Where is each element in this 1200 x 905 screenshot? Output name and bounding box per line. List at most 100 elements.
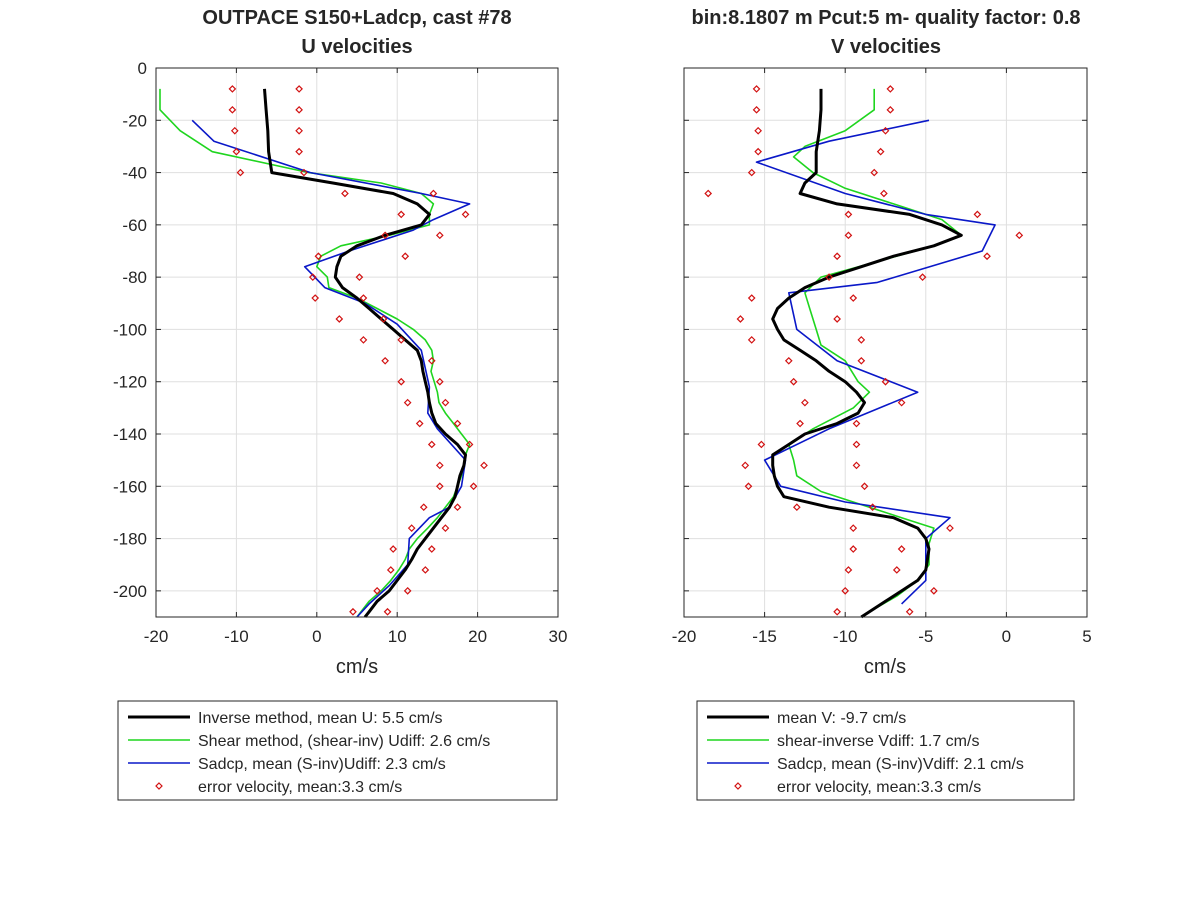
axes-box: [155, 67, 559, 618]
legend-label: shear-inverse Vdiff: 1.7 cm/s: [777, 733, 979, 750]
error-velocity-point: [308, 273, 317, 281]
legend: mean V: -9.7 cm/s shear-inverse Vdiff: 1.…: [696, 700, 1075, 801]
error-velocity-point: [897, 545, 906, 553]
error-velocity-point: [918, 273, 927, 281]
x-tick-label: -10: [224, 627, 249, 646]
chart-title: bin:8.1807 m Pcut:5 m- quality factor: 0…: [692, 7, 1081, 29]
error-velocity-point: [870, 168, 879, 177]
error-velocity-point: [825, 273, 833, 281]
series-layer: [159, 85, 488, 618]
error-velocity-point: [379, 315, 388, 323]
error-velocity-point: [427, 545, 436, 553]
error-velocity-point: [397, 336, 406, 344]
x-tick-label: -15: [752, 627, 777, 646]
chart-subtitle: V velocities: [831, 36, 941, 58]
plot-area: [684, 68, 1087, 617]
error-velocity-point: [355, 273, 364, 281]
legend-label: error velocity, mean:3.3 cm/s: [777, 779, 981, 796]
error-velocity-point: [349, 607, 357, 616]
tick-layer: -20 -10 0 10 20 300-20-40-60-80-100-120-140-1…: [113, 59, 567, 646]
y-tick-label: -120: [113, 373, 147, 392]
error-velocity-point: [892, 566, 901, 574]
y-tick-label: -40: [122, 164, 147, 183]
error-velocity-point: [429, 189, 438, 198]
error-velocity-point: [876, 147, 885, 156]
y-tick-label: -180: [113, 530, 147, 549]
error-velocity-point: [946, 524, 954, 532]
legend-box: [117, 700, 558, 801]
x-tick-label: -20: [672, 627, 697, 646]
legend-marker: [155, 782, 163, 790]
error-velocity-point: [849, 545, 858, 553]
error-velocity-point: [880, 189, 888, 198]
error-velocity-point: [314, 252, 323, 261]
error-velocity-point: [236, 168, 245, 177]
error-velocity-point: [480, 461, 488, 470]
error-velocity-point: [741, 461, 750, 470]
error-velocity-point: [833, 252, 841, 261]
error-velocity-point: [844, 231, 853, 240]
legend-label: error velocity, mean:3.3 cm/s: [198, 779, 402, 796]
error-velocity-point: [849, 524, 858, 532]
error-velocity-point: [752, 85, 761, 93]
chart-title: OUTPACE S150+Ladcp, cast #78: [202, 7, 511, 29]
x-tick-label: -5: [918, 627, 933, 646]
error-velocity-point: [232, 147, 241, 156]
error-velocity-point: [407, 524, 416, 532]
error-velocity-point: [852, 440, 861, 449]
error-velocity-point: [757, 440, 766, 449]
legend-label: Sadcp, mean (S-inv)Udiff: 2.3 cm/s: [198, 756, 446, 773]
error-velocity-point: [868, 503, 877, 512]
y-tick-label: -160: [113, 477, 147, 496]
error-velocity-point: [381, 356, 389, 365]
error-velocity-point: [747, 294, 756, 302]
error-velocity-point: [441, 398, 450, 407]
tick-layer: -20 -15 -10 -5 0 5: [672, 67, 1092, 646]
error-velocity-point: [744, 482, 753, 491]
error-velocity-point: [852, 461, 861, 470]
error-velocity-point: [421, 566, 430, 574]
chart-subtitle: U velocities: [301, 36, 412, 58]
error-velocity-point: [886, 85, 895, 93]
error-velocity-point: [897, 398, 906, 407]
axes-box: [683, 67, 1088, 618]
error-velocity-point: [860, 482, 869, 491]
error-velocity-point: [973, 210, 982, 219]
error-velocity-point: [930, 587, 938, 595]
plot-area: [156, 68, 558, 617]
error-velocity-point: [453, 419, 462, 428]
error-velocity-point: [435, 461, 444, 470]
inverse-velocity-line: [263, 88, 467, 618]
error-velocity-point: [841, 587, 850, 595]
v-velocity-panel: bin:8.1807 m Pcut:5 m- quality factor: 0…: [672, 7, 1092, 801]
error-velocity-point: [341, 189, 349, 198]
series-line: [755, 119, 996, 605]
error-velocity-point: [833, 315, 841, 323]
x-tick-label: 30: [549, 627, 568, 646]
x-tick-label: 0: [312, 627, 321, 646]
error-velocity-point: [844, 566, 853, 574]
error-velocity-point: [415, 419, 424, 428]
error-velocity-point: [403, 398, 412, 407]
legend: Inverse method, mean U: 5.5 cm/s Shear me…: [117, 700, 558, 801]
error-velocity-point: [983, 252, 991, 261]
error-velocity-point: [905, 607, 914, 616]
error-velocity-point: [389, 545, 398, 553]
error-velocity-point: [849, 294, 858, 302]
error-velocity-point: [401, 252, 410, 261]
error-velocity-point: [852, 419, 861, 428]
error-velocity-point: [381, 231, 389, 240]
error-velocity-point: [461, 210, 470, 219]
error-velocity-point: [373, 587, 381, 595]
error-velocity-point: [435, 377, 444, 386]
error-velocity-point: [311, 294, 320, 302]
y-tick-label: -140: [113, 425, 147, 444]
error-velocity-point: [465, 440, 474, 449]
series-layer: [704, 85, 1024, 619]
error-velocity-point: [704, 189, 713, 198]
error-velocity-point: [857, 336, 866, 344]
error-velocity-point: [397, 210, 406, 219]
error-velocity-point: [453, 503, 462, 512]
error-velocity-point: [419, 503, 428, 512]
